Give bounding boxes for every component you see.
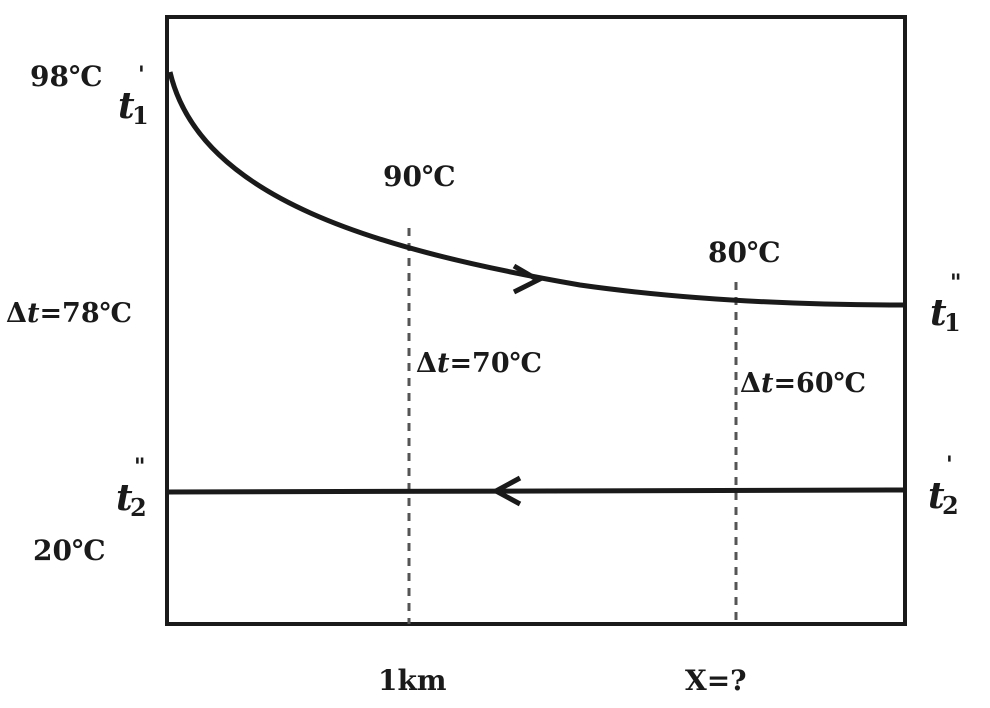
svg-text:': ': [138, 62, 145, 88]
cold-flow-arrow-icon: [490, 475, 522, 507]
x-tick-x: X=?: [685, 664, 747, 697]
t1-inlet-temperature: 98℃: [30, 60, 103, 93]
svg-text:t: t: [118, 85, 135, 127]
temperature-at-x: 80℃: [708, 236, 781, 269]
delta-t-mid: Δt=70℃: [416, 348, 542, 379]
svg-text:": ": [950, 270, 961, 296]
t1-inlet-symbol: t 1 ': [118, 62, 149, 130]
svg-text:': ': [946, 452, 953, 478]
diagram-frame: [165, 15, 907, 626]
svg-text:2: 2: [942, 491, 959, 520]
t2-outlet-temperature: 20℃: [33, 534, 106, 567]
svg-text:": ": [134, 454, 145, 480]
temperature-at-1km: 90℃: [383, 160, 456, 193]
t2-outlet-symbol: t 2 ": [116, 454, 147, 522]
svg-text:1: 1: [132, 101, 149, 130]
delta-t-left: Δt=78℃: [6, 298, 132, 329]
svg-text:t: t: [930, 292, 947, 334]
svg-text:1: 1: [944, 308, 961, 337]
t2-inlet-symbol: t 2 ': [928, 452, 959, 520]
svg-text:t: t: [928, 475, 945, 517]
cold-fluid-line: [166, 487, 906, 495]
hot-fluid-curve: [167, 71, 906, 308]
svg-text:2: 2: [130, 493, 147, 522]
delta-t-right: Δt=60℃: [740, 368, 866, 399]
hot-flow-arrow-icon: [512, 263, 544, 295]
svg-text:t: t: [116, 477, 133, 519]
t1-outlet-symbol: t 1 ": [930, 270, 961, 337]
x-tick-1km: 1km: [378, 664, 447, 697]
